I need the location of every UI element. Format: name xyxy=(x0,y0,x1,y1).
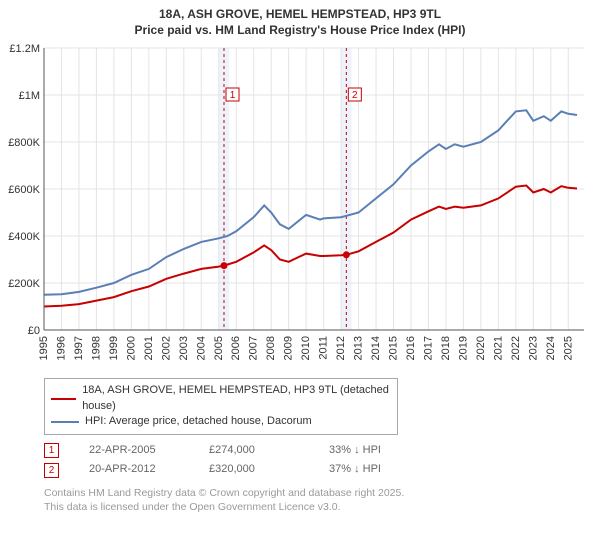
legend-row: HPI: Average price, detached house, Daco… xyxy=(51,414,391,429)
y-tick-label: £1M xyxy=(19,90,40,102)
x-tick-label: 2011 xyxy=(318,336,330,360)
sale-delta: 33% ↓ HPI xyxy=(329,441,419,461)
sale-row: 2 20-APR-2012 £320,000 37% ↓ HPI xyxy=(44,460,586,480)
x-tick-label: 2024 xyxy=(545,336,557,360)
x-tick-label: 2009 xyxy=(283,336,295,360)
sale-date: 20-APR-2012 xyxy=(89,460,179,480)
x-tick-label: 1998 xyxy=(90,336,102,360)
title-line-1: 18A, ASH GROVE, HEMEL HEMPSTEAD, HP3 9TL xyxy=(6,6,594,22)
x-tick-label: 2018 xyxy=(440,336,452,360)
title-line-2: Price paid vs. HM Land Registry's House … xyxy=(6,22,594,38)
x-tick-label: 2004 xyxy=(195,336,207,360)
x-tick-label: 2005 xyxy=(213,336,225,360)
y-tick-label: £600K xyxy=(8,184,40,196)
y-tick-label: £0 xyxy=(28,325,40,337)
y-tick-label: £200K xyxy=(8,278,40,290)
x-tick-label: 2007 xyxy=(248,336,260,360)
credit-text: Contains HM Land Registry data © Crown c… xyxy=(44,486,586,514)
x-tick-label: 1997 xyxy=(73,336,85,360)
x-tick-label: 2010 xyxy=(300,336,312,360)
legend-label: 18A, ASH GROVE, HEMEL HEMPSTEAD, HP3 9TL… xyxy=(82,383,391,414)
x-tick-label: 2014 xyxy=(370,336,382,360)
x-tick-label: 2013 xyxy=(353,336,365,360)
y-tick-label: £1.2M xyxy=(9,43,40,55)
x-tick-label: 2015 xyxy=(388,336,400,360)
x-tick-label: 2001 xyxy=(143,336,155,360)
x-tick-label: 2025 xyxy=(562,336,574,360)
x-tick-label: 2006 xyxy=(230,336,242,360)
x-tick-label: 1996 xyxy=(55,336,67,360)
x-tick-label: 2000 xyxy=(125,336,137,360)
legend-label: HPI: Average price, detached house, Daco… xyxy=(85,414,312,429)
sale-delta: 37% ↓ HPI xyxy=(329,460,419,480)
sale-row: 1 22-APR-2005 £274,000 33% ↓ HPI xyxy=(44,441,586,461)
sale-date: 22-APR-2005 xyxy=(89,441,179,461)
sale-marker-icon: 1 xyxy=(44,443,59,458)
y-tick-label: £400K xyxy=(8,231,40,243)
x-tick-label: 2017 xyxy=(422,336,434,360)
x-tick-label: 2022 xyxy=(510,336,522,360)
x-tick-label: 2016 xyxy=(405,336,417,360)
sale-price: £274,000 xyxy=(209,441,299,461)
x-tick-label: 2002 xyxy=(160,336,172,360)
x-tick-label: 1999 xyxy=(108,336,120,360)
credit-line-1: Contains HM Land Registry data © Crown c… xyxy=(44,486,586,500)
sale-marker-number: 2 xyxy=(352,90,358,101)
chart-title: 18A, ASH GROVE, HEMEL HEMPSTEAD, HP3 9TL… xyxy=(6,6,594,38)
chart-svg: £0 £200K £400K £600K £800K £1M £1.2M 1995 1996 19… xyxy=(6,42,594,372)
x-tick-label: 2012 xyxy=(335,336,347,360)
x-tick-label: 2008 xyxy=(265,336,277,360)
x-tick-label: 1995 xyxy=(38,336,50,360)
x-tick-label: 2003 xyxy=(178,336,190,360)
credit-line-2: This data is licensed under the Open Gov… xyxy=(44,500,586,514)
x-tick-label: 2021 xyxy=(492,336,504,360)
legend: 18A, ASH GROVE, HEMEL HEMPSTEAD, HP3 9TL… xyxy=(44,378,398,434)
sale-marker-number: 1 xyxy=(230,90,236,101)
x-tick-label: 2020 xyxy=(475,336,487,360)
legend-swatch-subject xyxy=(51,398,76,400)
sale-marker-icon: 2 xyxy=(44,463,59,478)
sales-table: 1 22-APR-2005 £274,000 33% ↓ HPI 2 20-AP… xyxy=(44,441,586,481)
x-tick-label: 2023 xyxy=(527,336,539,360)
chart-plot: £0 £200K £400K £600K £800K £1M £1.2M 1995 1996 19… xyxy=(6,42,594,372)
x-tick-label: 2019 xyxy=(457,336,469,360)
y-tick-label: £800K xyxy=(8,137,40,149)
legend-row: 18A, ASH GROVE, HEMEL HEMPSTEAD, HP3 9TL… xyxy=(51,383,391,414)
legend-swatch-hpi xyxy=(51,421,79,423)
sale-price: £320,000 xyxy=(209,460,299,480)
